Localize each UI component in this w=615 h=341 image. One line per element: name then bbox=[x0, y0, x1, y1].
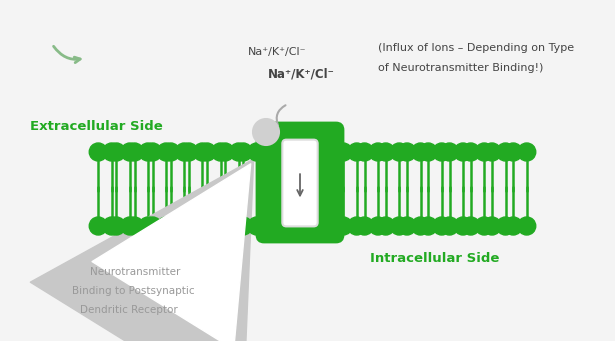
Circle shape bbox=[440, 217, 459, 235]
Circle shape bbox=[377, 143, 395, 161]
Text: Dendritic Receptor: Dendritic Receptor bbox=[80, 305, 178, 315]
Circle shape bbox=[229, 143, 248, 161]
Circle shape bbox=[175, 143, 193, 161]
Circle shape bbox=[411, 217, 429, 235]
Text: Intracellular Side: Intracellular Side bbox=[370, 252, 499, 265]
Circle shape bbox=[518, 217, 536, 235]
FancyBboxPatch shape bbox=[282, 140, 318, 226]
Circle shape bbox=[496, 217, 515, 235]
Circle shape bbox=[411, 143, 429, 161]
Circle shape bbox=[103, 217, 121, 235]
Circle shape bbox=[440, 143, 459, 161]
Text: Binding to Postsynaptic: Binding to Postsynaptic bbox=[72, 286, 194, 296]
Circle shape bbox=[419, 217, 437, 235]
Circle shape bbox=[248, 217, 266, 235]
Circle shape bbox=[462, 217, 480, 235]
Circle shape bbox=[518, 143, 536, 161]
Circle shape bbox=[193, 217, 212, 235]
Circle shape bbox=[419, 143, 437, 161]
Circle shape bbox=[193, 143, 212, 161]
Circle shape bbox=[483, 217, 501, 235]
Circle shape bbox=[144, 217, 162, 235]
Circle shape bbox=[103, 143, 121, 161]
Circle shape bbox=[391, 217, 408, 235]
Circle shape bbox=[433, 143, 451, 161]
Circle shape bbox=[496, 143, 515, 161]
Circle shape bbox=[475, 143, 493, 161]
Text: Na⁺/K⁺/Cl⁻: Na⁺/K⁺/Cl⁻ bbox=[268, 68, 335, 80]
Circle shape bbox=[398, 217, 416, 235]
Circle shape bbox=[121, 143, 139, 161]
Circle shape bbox=[504, 217, 522, 235]
Circle shape bbox=[180, 217, 198, 235]
Circle shape bbox=[162, 143, 180, 161]
Circle shape bbox=[198, 143, 216, 161]
Circle shape bbox=[334, 143, 352, 161]
Circle shape bbox=[125, 217, 143, 235]
Circle shape bbox=[144, 143, 162, 161]
Circle shape bbox=[253, 119, 279, 145]
Circle shape bbox=[369, 143, 387, 161]
Text: Extracellular Side: Extracellular Side bbox=[30, 119, 163, 133]
Circle shape bbox=[454, 143, 472, 161]
Text: Neurotransmitter: Neurotransmitter bbox=[90, 267, 180, 277]
Circle shape bbox=[334, 217, 352, 235]
Circle shape bbox=[108, 143, 125, 161]
Circle shape bbox=[157, 143, 175, 161]
Text: of Neurotransmitter Binding!): of Neurotransmitter Binding!) bbox=[378, 63, 544, 73]
Circle shape bbox=[248, 143, 266, 161]
Circle shape bbox=[89, 143, 107, 161]
Circle shape bbox=[125, 143, 143, 161]
Circle shape bbox=[483, 143, 501, 161]
Circle shape bbox=[355, 143, 373, 161]
Circle shape bbox=[391, 143, 408, 161]
Circle shape bbox=[229, 217, 248, 235]
Circle shape bbox=[462, 143, 480, 161]
Circle shape bbox=[433, 217, 451, 235]
Circle shape bbox=[347, 143, 366, 161]
Circle shape bbox=[454, 217, 472, 235]
Circle shape bbox=[475, 217, 493, 235]
Circle shape bbox=[369, 217, 387, 235]
Circle shape bbox=[212, 217, 229, 235]
Circle shape bbox=[398, 143, 416, 161]
Circle shape bbox=[121, 217, 139, 235]
FancyBboxPatch shape bbox=[257, 123, 343, 242]
Circle shape bbox=[198, 217, 216, 235]
Circle shape bbox=[377, 217, 395, 235]
Circle shape bbox=[157, 217, 175, 235]
Circle shape bbox=[180, 143, 198, 161]
Circle shape bbox=[139, 217, 157, 235]
Circle shape bbox=[234, 217, 252, 235]
Circle shape bbox=[108, 217, 125, 235]
Circle shape bbox=[89, 217, 107, 235]
Circle shape bbox=[347, 217, 366, 235]
Circle shape bbox=[216, 143, 234, 161]
Text: Na⁺/K⁺/Cl⁻: Na⁺/K⁺/Cl⁻ bbox=[248, 47, 306, 57]
Circle shape bbox=[139, 143, 157, 161]
Circle shape bbox=[162, 217, 180, 235]
Circle shape bbox=[216, 217, 234, 235]
Circle shape bbox=[355, 217, 373, 235]
Circle shape bbox=[234, 143, 252, 161]
Circle shape bbox=[212, 143, 229, 161]
Circle shape bbox=[175, 217, 193, 235]
Text: (Influx of Ions – Depending on Type: (Influx of Ions – Depending on Type bbox=[378, 43, 574, 53]
Circle shape bbox=[504, 143, 522, 161]
